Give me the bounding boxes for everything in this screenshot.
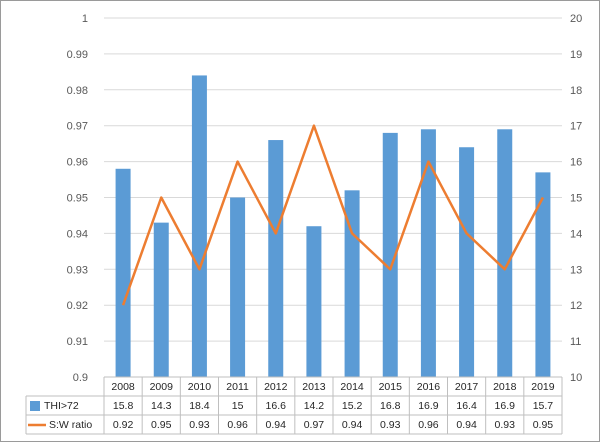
bar-value-label: 16.9 xyxy=(418,400,439,412)
left-tick-label: 0.92 xyxy=(67,300,88,312)
bar-value-label: 15 xyxy=(232,400,244,412)
legend-label-thi: THI>72 xyxy=(44,400,79,412)
bar-value-label: 16.4 xyxy=(456,400,477,412)
line-value-label: 0.94 xyxy=(342,419,363,431)
line-value-label: 0.93 xyxy=(189,419,210,431)
bar-value-label: 15.8 xyxy=(113,400,134,412)
category-label: 2013 xyxy=(302,381,326,393)
right-axis: 10 11 12 13 14 15 16 17 18 19 20 xyxy=(570,13,582,384)
right-tick-label: 18 xyxy=(570,85,582,97)
bar xyxy=(230,197,246,377)
bar xyxy=(153,222,169,377)
bar-value-label: 16.8 xyxy=(380,400,401,412)
right-tick-label: 16 xyxy=(570,157,582,169)
bar-value-label: 14.3 xyxy=(151,400,172,412)
bar xyxy=(459,147,475,377)
right-tick-label: 17 xyxy=(570,121,582,133)
bar xyxy=(382,132,398,377)
sw-ratio-line xyxy=(121,124,545,306)
category-label: 2011 xyxy=(226,381,249,393)
bar-value-label: 18.4 xyxy=(189,400,210,412)
right-tick-label: 11 xyxy=(570,336,581,348)
bar xyxy=(497,129,513,377)
bar xyxy=(268,140,284,377)
right-tick-label: 19 xyxy=(570,49,582,61)
left-axis: 0.9 0.91 0.92 0.93 0.94 0.95 0.96 0.97 0.98 0.99 1 xyxy=(67,13,88,384)
left-tick-label: 1 xyxy=(82,13,88,25)
right-tick-label: 14 xyxy=(570,228,582,240)
right-tick-label: 15 xyxy=(570,193,582,205)
left-tick-label: 0.99 xyxy=(67,49,88,61)
category-label: 2008 xyxy=(111,381,135,393)
line-value-label: 0.94 xyxy=(266,419,287,431)
bar-value-label: 15.7 xyxy=(533,400,554,412)
legend-key-bar xyxy=(30,401,40,411)
bar xyxy=(191,75,207,377)
left-tick-label: 0.94 xyxy=(67,228,88,240)
line-value-label: 0.97 xyxy=(304,419,325,431)
line-value-label: 0.95 xyxy=(533,419,554,431)
left-tick-label: 0.98 xyxy=(67,85,88,97)
category-label: 2010 xyxy=(188,381,212,393)
line-series-sw-ratio xyxy=(121,124,545,306)
right-tick-label: 12 xyxy=(570,300,582,312)
line-value-label: 0.93 xyxy=(495,419,516,431)
bar xyxy=(306,226,322,377)
category-label: 2009 xyxy=(150,381,174,393)
right-tick-label: 10 xyxy=(570,372,582,384)
category-label: 2014 xyxy=(340,381,364,393)
line-value-label: 0.96 xyxy=(227,419,248,431)
bar-value-label: 16.9 xyxy=(495,400,516,412)
bar-value-label: 15.2 xyxy=(342,400,363,412)
category-label: 2019 xyxy=(531,381,555,393)
bar-value-label: 14.2 xyxy=(304,400,325,412)
left-tick-label: 0.91 xyxy=(67,336,88,348)
category-label: 2017 xyxy=(455,381,479,393)
category-label: 2016 xyxy=(417,381,441,393)
category-label: 2018 xyxy=(493,381,517,393)
line-value-label: 0.95 xyxy=(151,419,172,431)
bar xyxy=(420,129,436,377)
bar xyxy=(535,172,551,377)
line-value-label: 0.96 xyxy=(418,419,439,431)
gridlines xyxy=(104,17,562,342)
right-tick-label: 20 xyxy=(570,13,582,25)
category-label: 2012 xyxy=(264,381,288,393)
line-value-label: 0.93 xyxy=(380,419,401,431)
line-value-label: 0.94 xyxy=(456,419,477,431)
left-tick-label: 0.97 xyxy=(67,121,88,133)
bar-series-thi xyxy=(115,75,551,377)
category-label: 2015 xyxy=(379,381,403,393)
left-tick-label: 0.96 xyxy=(67,157,88,169)
left-tick-label: 0.95 xyxy=(67,193,88,205)
legend-label-sw-ratio: S:W ratio xyxy=(49,419,92,431)
data-table: 2008 2009 2010 2011 2012 2013 2014 2015 2016 2017… xyxy=(25,376,563,435)
bar-value-label: 16.6 xyxy=(266,400,287,412)
bar xyxy=(115,168,131,377)
line-value-label: 0.92 xyxy=(113,419,134,431)
left-tick-label: 0.93 xyxy=(67,264,88,276)
left-tick-label: 0.9 xyxy=(73,372,88,384)
right-tick-label: 13 xyxy=(570,264,582,276)
